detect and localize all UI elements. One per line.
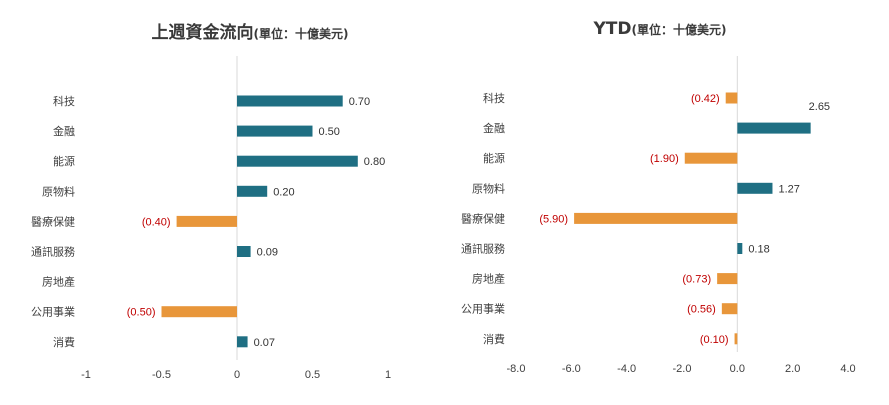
c2-bar bbox=[574, 212, 738, 224]
weekly-flow-chart: -1 -0.5 0 0.5 1 科技 0.70 金融 0.50 能源 0.80 原物料 0.20 醫療保健… bbox=[31, 56, 391, 381]
c1-value-label: 0.80 bbox=[364, 156, 385, 168]
c2-category-label: 金融 bbox=[483, 121, 505, 135]
c2-category-label: 原物料 bbox=[472, 181, 505, 195]
c1-bar bbox=[176, 215, 237, 227]
c1-x-tick-label: 0 bbox=[234, 369, 240, 381]
c2-value-label: 1.27 bbox=[778, 183, 799, 195]
chart1-title: 上週資金流向(單位：十億美元) bbox=[152, 22, 349, 43]
c1-value-label: 0.50 bbox=[319, 126, 340, 138]
c1-bar bbox=[237, 246, 251, 257]
c1-bar bbox=[237, 95, 343, 107]
c1-value-label: (0.50) bbox=[127, 307, 156, 319]
c1-category-label: 原物料 bbox=[42, 184, 75, 198]
chart2-title: YTD(單位：十億美元) bbox=[592, 19, 726, 39]
c2-x-tick-label: 0.0 bbox=[730, 363, 745, 375]
c1-category-label: 公用事業 bbox=[31, 306, 75, 319]
c1-value-label: 0.09 bbox=[257, 247, 278, 259]
c1-bar bbox=[161, 306, 237, 318]
c2-bar bbox=[725, 92, 738, 104]
c2-x-tick-label: -8.0 bbox=[507, 363, 526, 375]
c1-x-tick-label: -1 bbox=[81, 369, 91, 381]
c2-category-label: 公用事業 bbox=[461, 303, 505, 316]
c1-value-label: 0.70 bbox=[349, 96, 370, 108]
c1-category-label: 醫療保健 bbox=[31, 214, 75, 228]
c2-category-label: 消費 bbox=[483, 332, 505, 346]
c2-x-tick-label: -6.0 bbox=[562, 363, 581, 375]
c2-x-tick-label: -4.0 bbox=[617, 363, 636, 375]
c2-bar bbox=[684, 152, 738, 164]
c2-x-tick-label: 2.0 bbox=[785, 363, 800, 375]
c2-bar bbox=[737, 182, 773, 194]
c1-bar bbox=[237, 155, 358, 167]
c2-category-label: 能源 bbox=[483, 151, 505, 165]
c2-category-label: 醫療保健 bbox=[461, 211, 505, 225]
c1-bar bbox=[237, 185, 268, 197]
c1-category-label: 房地產 bbox=[42, 275, 75, 289]
c2-x-tick-label: 4.0 bbox=[840, 363, 855, 375]
c1-category-label: 金融 bbox=[53, 124, 75, 138]
c1-category-label: 能源 bbox=[53, 154, 75, 168]
c1-value-label: (0.40) bbox=[142, 216, 171, 228]
c1-bar bbox=[237, 336, 248, 348]
c1-x-tick-label: 0.5 bbox=[305, 369, 320, 381]
c1-bar bbox=[237, 125, 313, 137]
c2-value-label: (0.10) bbox=[700, 334, 729, 346]
c2-x-tick-label: -2.0 bbox=[673, 363, 692, 375]
c1-category-label: 通訊服務 bbox=[31, 245, 75, 259]
ytd-flow-chart: -8.0 -6.0 -4.0 -2.0 0.0 2.0 4.0 科技 (0.42) 金融 2.65 能… bbox=[461, 56, 856, 375]
c2-value-label: 0.18 bbox=[748, 244, 769, 256]
c2-bar bbox=[721, 303, 738, 315]
c2-value-label: (0.73) bbox=[682, 274, 711, 286]
c2-bar bbox=[737, 122, 811, 134]
c2-value-label: (1.90) bbox=[650, 153, 679, 165]
c1-x-tick-label: 1 bbox=[385, 369, 391, 381]
c2-category-label: 房地產 bbox=[472, 272, 505, 286]
c2-bar bbox=[737, 243, 743, 254]
c2-value-label: 2.65 bbox=[809, 101, 830, 113]
c2-value-label: (0.42) bbox=[691, 93, 720, 105]
c2-bar bbox=[717, 273, 738, 285]
c2-bar bbox=[734, 333, 738, 345]
c1-category-label: 科技 bbox=[53, 94, 75, 108]
c2-value-label: (5.90) bbox=[539, 213, 568, 225]
c1-category-label: 消費 bbox=[53, 335, 75, 349]
c2-value-label: (0.56) bbox=[687, 304, 716, 316]
c1-value-label: 0.07 bbox=[254, 337, 275, 349]
c2-category-label: 通訊服務 bbox=[461, 242, 505, 256]
c2-category-label: 科技 bbox=[483, 91, 505, 105]
c1-value-label: 0.20 bbox=[273, 186, 294, 198]
c1-x-tick-label: -0.5 bbox=[152, 369, 171, 381]
